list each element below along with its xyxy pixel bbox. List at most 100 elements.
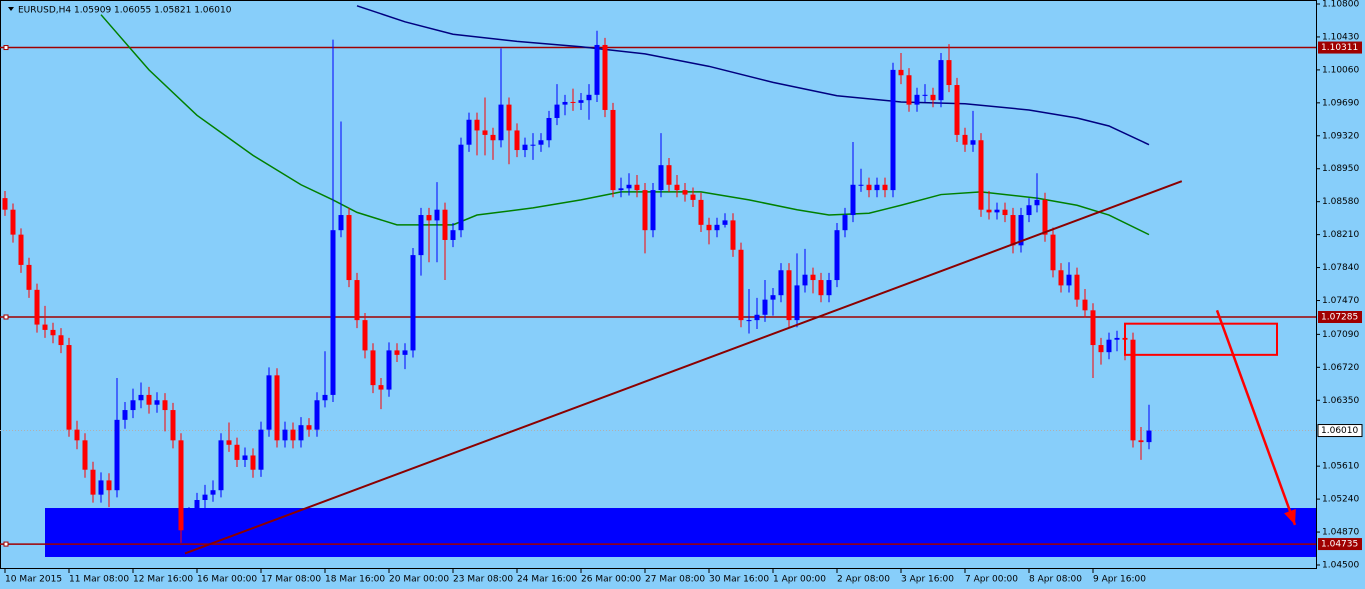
candle-body [106,480,112,491]
y-tick-label: 1.04500 [1322,561,1359,571]
candle-body [706,224,712,231]
candle-body [602,44,608,110]
candle-body [986,209,992,213]
candle-body [610,109,616,191]
candle-body [114,419,120,491]
candle-body [594,44,600,95]
y-tick-label: 1.09690 [1322,98,1359,108]
y-tick-label: 1.08210 [1322,230,1359,240]
y-tick-label: 1.08950 [1322,164,1359,174]
x-tick-label: 16 Mar 00:00 [197,575,257,585]
x-tick-label: 18 Mar 16:00 [325,575,385,585]
x-tick-label: 1 Apr 00:00 [773,575,826,585]
candle-body [810,274,816,281]
candle-body [250,455,256,470]
candle-body [346,215,352,281]
candle-body [882,184,888,191]
x-tick-label: 3 Apr 16:00 [901,575,954,585]
candle-body [1034,199,1040,206]
candle-body [578,100,584,103]
candle-body [1050,234,1056,271]
y-tick-label: 1.06350 [1322,396,1359,406]
candle-body [754,314,760,321]
candle-body [314,400,320,430]
x-tick-label: 8 Apr 08:00 [1029,575,1082,585]
candle-body [514,130,520,151]
y-tick-label: 1.07470 [1322,296,1359,306]
candle-body [746,320,752,322]
moving-average [356,5,1150,146]
trendline [184,180,1183,555]
candle-body [1018,215,1024,246]
candle-body [1114,337,1120,340]
candle-body [386,350,392,390]
target-box [1124,322,1278,356]
y-tick-label: 1.10800 [1322,0,1359,10]
y-tick-label: 1.05240 [1322,495,1359,505]
candle-body [1026,205,1032,216]
candle-body [994,209,1000,213]
current-price-tag [1317,424,1363,438]
candle-body [98,480,104,495]
candle-body [866,184,872,191]
candle-body [202,494,208,500]
candle-body [522,144,528,151]
candle-body [970,140,976,145]
candle-body [938,60,944,101]
candle-body [1138,440,1144,443]
y-tick-label: 1.07840 [1322,263,1359,273]
candle-body [506,104,512,131]
candle-body [570,101,576,103]
candle-body [18,234,24,265]
candle-body [626,184,632,189]
candle-body [962,134,968,145]
candle-body [10,209,16,235]
candle-body [978,140,984,210]
menu-triangle [8,7,14,11]
level-label: 1.07285 [1321,313,1358,323]
candle-body [666,165,672,185]
candle-body [490,134,496,141]
candle-body [122,410,128,420]
plot-frame [0,0,1317,569]
candle-body [778,270,784,296]
candle-body [618,188,624,191]
x-tick-label: 30 Mar 16:00 [709,575,769,585]
candle-body [906,75,912,105]
candle-body [1130,339,1136,441]
candle-body [402,350,408,355]
x-tick-label: 2 Apr 08:00 [837,575,890,585]
candle-body [58,335,64,346]
candle-body [26,264,32,290]
candle-body [834,230,840,281]
candle-body [946,60,952,86]
candle-body [1074,274,1080,300]
candle-body [714,224,720,231]
current-price-label: 1.06010 [1321,426,1358,436]
candle-body [802,274,808,286]
x-tick-label: 23 Mar 08:00 [453,575,513,585]
candle-body [186,515,192,531]
candle-body [130,400,136,411]
candle-body [194,499,200,516]
candle-body [914,94,920,105]
x-tick-label: 11 Mar 08:00 [69,575,129,585]
candle-body [674,184,680,191]
candle-body [322,394,328,401]
candle-body [330,230,336,395]
candle-body [930,94,936,101]
candle-body [850,184,856,216]
candle-body [34,289,40,325]
candle-body [738,249,744,321]
candle-body [562,101,568,105]
candle-body [426,215,432,221]
candle-body [658,165,664,191]
candle-body [546,117,552,141]
candle-body [1010,215,1016,246]
candle-body [234,444,240,460]
candle-body [538,140,544,145]
candle-body [466,119,472,145]
candle-body [898,69,904,76]
